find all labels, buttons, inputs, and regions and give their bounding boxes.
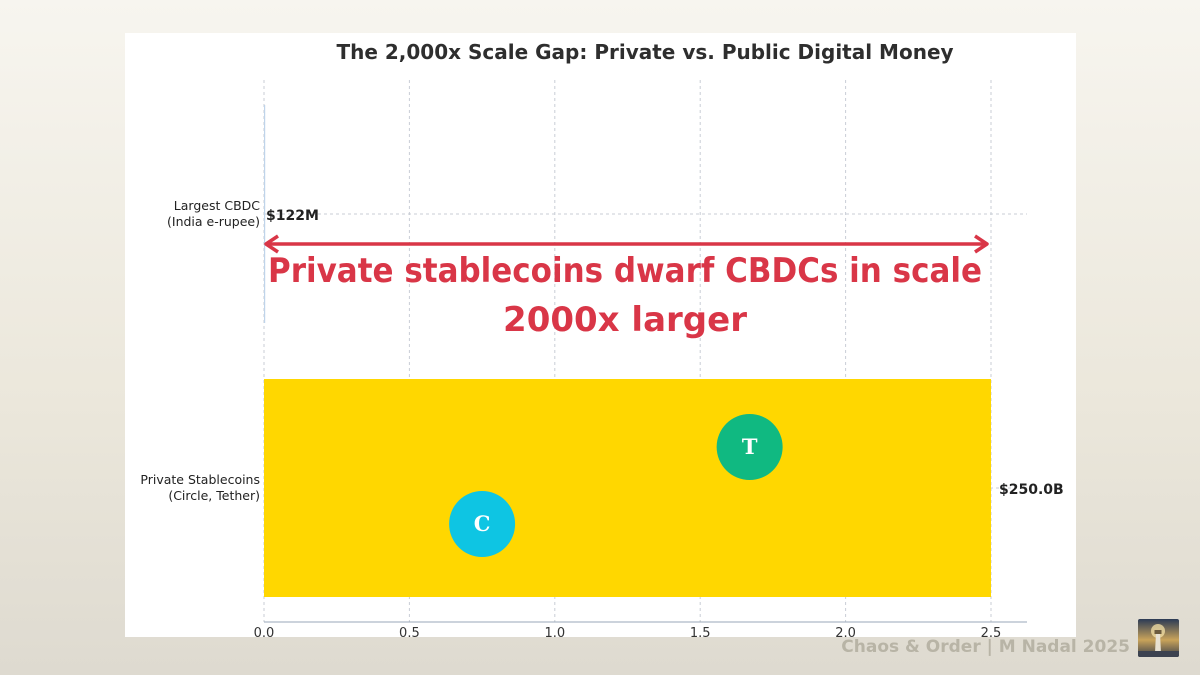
x-tick-label: 0.5 bbox=[399, 626, 420, 637]
annotation-arrowhead-left bbox=[264, 234, 279, 254]
category-label-line2: (Circle, Tether) bbox=[168, 488, 260, 503]
x-tick-label: 2.0 bbox=[835, 626, 856, 637]
circle-coin-icon bbox=[449, 491, 516, 557]
chart-title: The 2,000x Scale Gap: Private vs. Public… bbox=[336, 40, 953, 64]
x-tick-label: 2.5 bbox=[981, 626, 1002, 637]
x-tick-label: 0.0 bbox=[254, 626, 275, 637]
chart-panel: The 2,000x Scale Gap: Private vs. Public… bbox=[125, 33, 1076, 637]
tether-coin-letter: T bbox=[742, 434, 758, 459]
annotation-text-line2: 2000x larger bbox=[503, 300, 747, 340]
category-label-line2: (India e-rupee) bbox=[167, 214, 260, 229]
value-label: $250.0B bbox=[999, 482, 1064, 498]
bar bbox=[264, 379, 991, 597]
category-label-line1: Largest CBDC bbox=[174, 198, 260, 213]
x-tick-label: 1.5 bbox=[690, 626, 711, 637]
circle-coin-letter: C bbox=[474, 511, 491, 536]
annotation-arrowhead-right bbox=[974, 234, 989, 254]
footer-credit: Chaos & Order | M Nadal 2025 bbox=[841, 637, 1130, 657]
tether-coin-icon bbox=[716, 414, 783, 480]
x-tick-label: 1.0 bbox=[544, 626, 565, 637]
lighthouse-logo-icon bbox=[1138, 619, 1179, 657]
bar bbox=[264, 105, 266, 323]
bar-chart: The 2,000x Scale Gap: Private vs. Public… bbox=[140, 40, 1064, 637]
annotation-text-line1: Private stablecoins dwarf CBDCs in scale bbox=[268, 251, 982, 291]
value-label: $122M bbox=[266, 208, 319, 224]
category-label-line1: Private Stablecoins bbox=[140, 472, 260, 487]
